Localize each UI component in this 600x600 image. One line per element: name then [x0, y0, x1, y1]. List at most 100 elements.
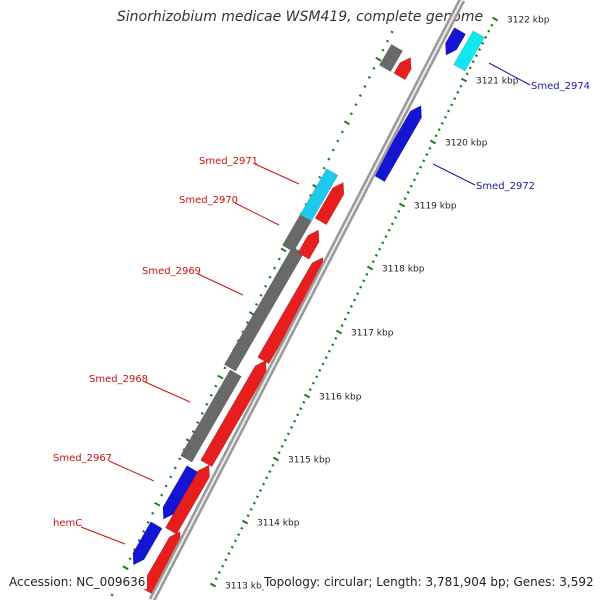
ruler-minor-tick — [403, 197, 407, 201]
outer-tick — [154, 501, 161, 507]
outer-tick — [322, 166, 326, 170]
outer-tick — [164, 484, 168, 488]
ruler-minor-tick — [346, 311, 350, 315]
ruler-minor-tick — [227, 552, 231, 555]
outer-tick — [349, 112, 353, 116]
gene-label-leader — [80, 526, 126, 545]
gene-block[interactable] — [379, 44, 403, 72]
ruler-minor-tick — [321, 362, 325, 366]
outer-tick — [363, 85, 367, 88]
gene-labels: hemC Smed_2967 Smed_2968 Smed_2969 Smed_2970… — [53, 62, 590, 545]
gene-label-leader — [234, 202, 280, 226]
outer-tick — [137, 539, 141, 542]
gene-block[interactable] — [180, 369, 242, 463]
gene-block[interactable] — [162, 465, 199, 520]
gene-label-leader — [108, 460, 155, 482]
gene-label[interactable]: Smed_2972 — [476, 181, 535, 192]
ruler-minor-tick — [487, 29, 491, 33]
outer-tick — [151, 511, 155, 515]
gene-block[interactable] — [373, 105, 422, 182]
ruler-minor-tick — [397, 209, 401, 213]
genome-summary: Topology: circular; Length: 3,781,904 bp… — [262, 575, 596, 589]
ruler-minor-tick — [258, 489, 263, 492]
ruler-minor-tick — [437, 128, 441, 132]
ruler-minor-tick — [352, 298, 357, 302]
ruler-minor-tick — [299, 407, 303, 411]
gene-label-leader — [197, 273, 244, 296]
ruler-tick-label: 3120 kbp — [445, 139, 488, 149]
gene-label[interactable]: Smed_2974 — [531, 81, 590, 92]
ruler-minor-tick — [434, 134, 438, 138]
ruler-minor-tick — [233, 539, 237, 543]
gene-label[interactable]: hemC — [53, 518, 82, 529]
gene-label[interactable]: Smed_2968 — [89, 374, 148, 385]
ruler-minor-tick — [221, 564, 225, 568]
gene-label[interactable]: Smed_2969 — [142, 266, 201, 277]
ruler-minor-tick — [255, 495, 259, 499]
backbone — [148, 0, 466, 600]
ruler-minor-tick — [390, 222, 394, 226]
outer-tick — [336, 139, 340, 143]
ruler-major-tick — [429, 139, 437, 145]
outer-tick — [280, 247, 287, 253]
ruler-minor-tick — [296, 413, 300, 417]
ruler-minor-tick — [334, 336, 338, 340]
ruler-minor-tick — [331, 343, 335, 347]
ruler-tick-label: 3122 kbp — [507, 16, 550, 26]
gene-label-leader — [488, 62, 531, 86]
outer-tick — [214, 384, 218, 388]
ruler-minor-tick — [262, 482, 266, 486]
outer-tick — [354, 103, 358, 107]
ruler-minor-tick — [419, 165, 423, 169]
gene-block[interactable] — [299, 168, 339, 222]
outer-tick — [178, 457, 182, 461]
outer-tick — [128, 557, 132, 561]
gene-label[interactable]: Smed_2971 — [199, 156, 258, 167]
ruler-minor-tick — [311, 381, 315, 385]
ruler-minor-tick — [443, 115, 447, 119]
ruler-minor-tick — [324, 356, 328, 360]
outer-tick — [264, 284, 268, 288]
ruler-major-tick — [241, 519, 249, 525]
ruler-minor-tick — [246, 514, 250, 518]
gene-block[interactable] — [132, 521, 163, 566]
ruler-minor-tick — [280, 444, 284, 448]
gene-block[interactable] — [393, 57, 412, 81]
ruler-minor-tick — [387, 228, 391, 232]
ruler-minor-tick — [318, 368, 322, 372]
ruler-minor-tick — [490, 23, 494, 27]
ruler-major-tick — [272, 456, 280, 462]
outer-tick — [343, 120, 350, 126]
outer-tick — [372, 66, 376, 70]
ruler-minor-tick — [471, 60, 475, 64]
ruler-minor-tick — [265, 476, 269, 480]
gene-block[interactable] — [314, 182, 345, 226]
ruler-minor-tick — [359, 285, 363, 289]
gene-block[interactable] — [445, 27, 466, 56]
outer-tick — [169, 475, 173, 479]
gene-block[interactable] — [165, 464, 210, 535]
ruler-tick-label: 3118 kbp — [382, 265, 425, 275]
ruler-minor-tick — [406, 190, 410, 194]
ruler-minor-tick — [446, 109, 451, 113]
gene-block[interactable] — [140, 531, 181, 595]
gene-block[interactable] — [297, 229, 320, 260]
ruler-minor-tick — [453, 97, 457, 101]
outer-tick — [367, 75, 371, 79]
ruler-minor-tick — [409, 184, 413, 188]
outer-tick — [327, 157, 331, 161]
ruler-minor-tick — [271, 463, 275, 467]
gene-label[interactable]: Smed_2970 — [179, 195, 238, 206]
gene-block[interactable] — [453, 30, 485, 72]
gene-block[interactable] — [200, 360, 267, 468]
outer-tick — [146, 520, 150, 524]
ruler-major-tick — [209, 582, 217, 588]
outer-tick — [223, 366, 227, 370]
gene-label[interactable]: Smed_2967 — [53, 453, 112, 464]
ruler-minor-tick — [428, 146, 432, 150]
ruler-tick-label: 3114 kbp — [257, 519, 300, 529]
ruler-minor-tick — [302, 400, 306, 404]
outer-tick — [122, 565, 129, 571]
outer-tick — [331, 148, 335, 152]
